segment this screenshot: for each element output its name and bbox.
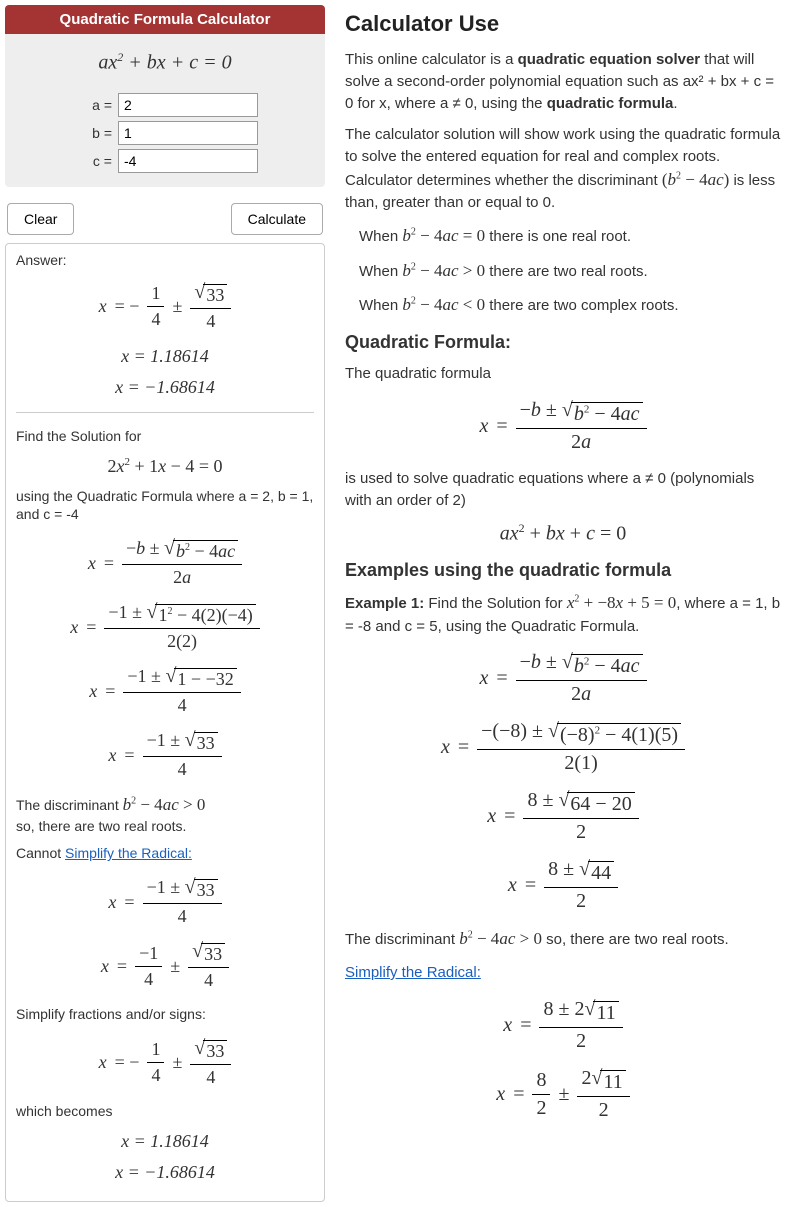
which-becomes: which becomes [16, 1102, 314, 1121]
find-solution-label: Find the Solution for [16, 427, 314, 446]
heading-calculator-use: Calculator Use [345, 11, 781, 37]
simplify-fractions-label: Simplify fractions and/or signs: [16, 1005, 314, 1024]
intro-p2: The calculator solution will show work u… [345, 124, 781, 214]
input-c[interactable] [118, 149, 258, 173]
answer-label: Answer: [16, 252, 314, 268]
final-root1: x = 1.18614 [16, 1131, 314, 1152]
clear-button[interactable]: Clear [7, 203, 74, 235]
ex1-step5: x= 8 ± 2√112 [345, 998, 781, 1053]
label-b: b = [72, 125, 112, 141]
example1-prompt: Example 1: Find the Solution for x2 + −8… [345, 591, 781, 637]
intro-p1: This online calculator is a quadratic eq… [345, 49, 781, 114]
discriminant-note: The discriminant b2 − 4ac > 0 so, there … [16, 794, 314, 836]
qf-intro: The quadratic formula [345, 363, 781, 385]
cannot-simplify: Cannot Simplify the Radical: [16, 844, 314, 863]
divider [16, 412, 314, 413]
final-root2: x = −1.68614 [16, 1162, 314, 1183]
using-text: using the Quadratic Formula where a = 2,… [16, 487, 314, 525]
ex1-step4: x= 8 ± √442 [345, 858, 781, 913]
standard-form-equation: ax2 + bx + c = 0 [15, 44, 315, 89]
step-repeat: x= −1 ± √334 [16, 877, 314, 927]
ex1-simplify-link-wrap: Simplify the Radical: [345, 962, 781, 984]
when-lt-0: When b2 − 4ac < 0 there are two complex … [359, 293, 781, 318]
step-split: x= −14 ± √334 [16, 941, 314, 991]
label-a: a = [72, 97, 112, 113]
when-eq-0: When b2 − 4ac = 0 there is one real root… [359, 224, 781, 249]
ex1-step2: x= −(−8) ± √(−8)2 − 4(1)(5)2(1) [345, 720, 781, 775]
calculator-body: ax2 + bx + c = 0 a = b = c = [5, 34, 325, 187]
answer-root2: x = −1.68614 [16, 377, 314, 398]
calculator-title: Quadratic Formula Calculator [5, 5, 325, 34]
qf-used-for: is used to solve quadratic equations whe… [345, 468, 781, 512]
ex1-step1: x= −b ± √b2 − 4ac2a [345, 651, 781, 706]
heading-quadratic-formula: Quadratic Formula: [345, 332, 781, 353]
step-formula: x= −b ± √b2 − 4ac2a [16, 538, 314, 588]
step-final-form: x= − 14 ± √334 [16, 1038, 314, 1088]
input-b[interactable] [118, 121, 258, 145]
ex1-step6: x= 82 ± 2√112 [345, 1067, 781, 1122]
answer-general-form: x= − 14 ± √334 [16, 282, 314, 332]
label-c: c = [72, 153, 112, 169]
when-gt-0: When b2 − 4ac > 0 there are two real roo… [359, 259, 781, 284]
answer-root1: x = 1.18614 [16, 346, 314, 367]
ex1-step3: x= 8 ± √64 − 202 [345, 789, 781, 844]
calculate-button[interactable]: Calculate [231, 203, 323, 235]
simplify-radical-link[interactable]: Simplify the Radical: [65, 845, 192, 861]
step-simplify1: x= −1 ± √1 − −324 [16, 666, 314, 716]
step-simplify2: x= −1 ± √334 [16, 730, 314, 780]
heading-examples: Examples using the quadratic formula [345, 560, 781, 581]
standard-form: ax2 + bx + c = 0 [345, 521, 781, 546]
input-a[interactable] [118, 93, 258, 117]
step-subst: x= −1 ± √12 − 4(2)(−4)2(2) [16, 602, 314, 652]
ex1-simplify-radical-link[interactable]: Simplify the Radical: [345, 964, 481, 981]
ex1-discriminant: The discriminant b2 − 4ac > 0 so, there … [345, 927, 781, 952]
quadratic-formula: x= −b ± √b2 − 4ac2a [345, 399, 781, 454]
answer-panel: Answer: x= − 14 ± √334 x = 1.18614 x = −… [5, 243, 325, 1202]
specific-equation: 2x2 + 1x − 4 = 0 [16, 456, 314, 477]
